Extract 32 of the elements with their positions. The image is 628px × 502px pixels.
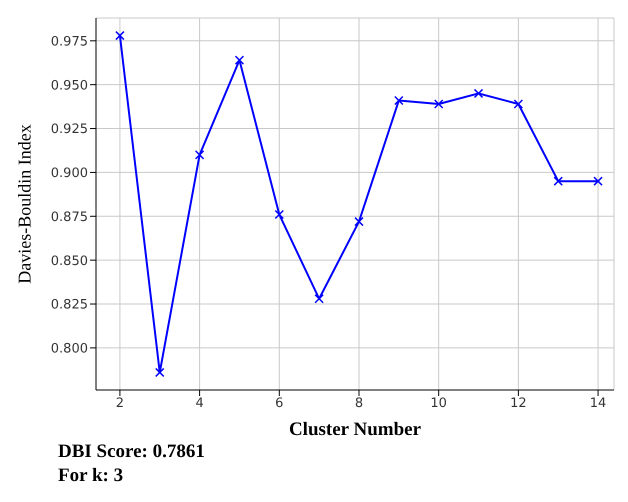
point [474, 88, 484, 98]
x-tick-label: 14 [590, 396, 606, 412]
point [274, 210, 284, 220]
y-tick-label: 0.850 [50, 254, 88, 269]
x-tick-label: 8 [354, 396, 364, 412]
x-axis-title: Cluster Number [288, 419, 422, 440]
x-tick-label: 10 [430, 396, 447, 412]
y-tick-label: 0.900 [50, 166, 88, 182]
x-tick-label: 12 [510, 396, 527, 412]
point [354, 216, 364, 226]
point [194, 150, 204, 160]
y-tick-label: 0.975 [50, 34, 88, 50]
y-tick-label: 0.950 [50, 78, 88, 94]
x-tick-label: 6 [275, 396, 284, 412]
point [155, 368, 165, 378]
point [394, 96, 404, 106]
point [115, 30, 125, 40]
point [514, 99, 524, 109]
x-tick-label: 2 [116, 396, 124, 412]
y-tick-label: 0.925 [50, 122, 88, 138]
y-tick-label: 0.875 [50, 210, 88, 225]
y-tick-label: 0.800 [50, 342, 88, 356]
point [314, 294, 324, 304]
point [593, 176, 603, 186]
point [434, 99, 444, 109]
point [553, 176, 563, 186]
text: DBI Score: 0.7861 [58, 440, 206, 464]
y-axis-title: Davies-Bouldin Index [14, 124, 34, 284]
text: For k: 3 [58, 464, 124, 488]
point [234, 55, 244, 65]
y-tick-label: 0.825 [50, 298, 88, 313]
x-tick-label: 4 [195, 396, 204, 412]
